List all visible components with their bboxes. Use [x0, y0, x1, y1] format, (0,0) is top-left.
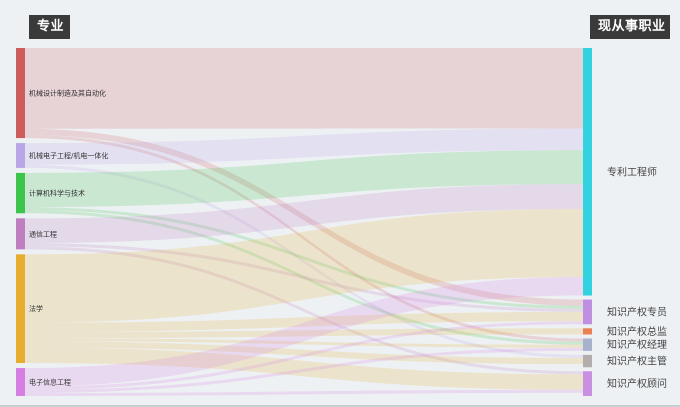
flow-link-s4-t3[interactable]	[25, 338, 583, 348]
target-label-t1: 知识产权专员	[607, 305, 667, 318]
flow-link-s2-t3[interactable]	[25, 210, 583, 345]
target-node-t2[interactable]	[583, 328, 592, 335]
target-node-t3[interactable]	[583, 338, 592, 351]
flow-link-s3-t5[interactable]	[25, 246, 583, 375]
source-node-s1[interactable]	[16, 143, 25, 168]
flow-link-s0-t0[interactable]	[25, 48, 583, 129]
target-node-t0[interactable]	[583, 48, 592, 296]
occupation-header: 现从事职业	[590, 15, 670, 39]
flow-link-s3-t0[interactable]	[25, 184, 583, 244]
target-node-t5[interactable]	[583, 371, 592, 396]
source-label-s4: 法学	[29, 304, 43, 313]
flow-link-s4-t2[interactable]	[25, 328, 583, 339]
nodes-layer	[16, 48, 592, 396]
target-node-t1[interactable]	[583, 299, 592, 325]
flow-link-s0-t1[interactable]	[25, 128, 583, 306]
source-label-s2: 计算机科学与技术	[29, 189, 85, 198]
flow-link-s5-t3[interactable]	[25, 347, 583, 393]
flow-link-s3-t1[interactable]	[25, 243, 583, 312]
links-layer	[25, 48, 583, 396]
source-label-s0: 机械设计制造及其自动化	[29, 89, 106, 98]
source-node-s0[interactable]	[16, 48, 25, 139]
source-label-s1: 机械电子工程/机电一体化	[29, 151, 108, 160]
flow-link-s5-t0[interactable]	[25, 276, 583, 387]
flow-link-s4-t1[interactable]	[25, 311, 583, 332]
flow-link-s2-t1[interactable]	[25, 207, 583, 309]
source-label-s3: 通信工程	[29, 229, 57, 238]
source-node-s3[interactable]	[16, 218, 25, 250]
flow-link-s1-t0[interactable]	[25, 128, 583, 165]
flow-link-s2-t0[interactable]	[25, 150, 583, 208]
target-label-t2: 知识产权总监	[607, 325, 667, 338]
major-header: 专业	[29, 15, 70, 39]
source-node-s2[interactable]	[16, 172, 25, 214]
target-label-t0: 专利工程师	[607, 165, 657, 178]
target-node-t4[interactable]	[583, 354, 592, 368]
flow-link-s0-t3[interactable]	[25, 134, 583, 342]
target-label-t5: 知识产权顾问	[607, 377, 667, 390]
flow-link-s4-t4[interactable]	[25, 341, 583, 365]
flow-link-s5-t5[interactable]	[25, 389, 583, 396]
flow-link-s4-t5[interactable]	[25, 347, 583, 390]
flow-link-s1-t4[interactable]	[25, 164, 583, 358]
flow-link-s5-t1[interactable]	[25, 321, 583, 390]
source-node-s4[interactable]	[16, 254, 25, 364]
source-label-s5: 电子信息工程	[29, 378, 71, 387]
flow-link-s4-t0[interactable]	[25, 208, 583, 323]
labels-layer: 机械设计制造及其自动化机械电子工程/机电一体化计算机科学与技术通信工程法学电子信…	[29, 89, 667, 391]
target-label-t3: 知识产权经理	[607, 338, 667, 351]
source-node-s5[interactable]	[16, 368, 25, 396]
target-label-t4: 知识产权主管	[607, 355, 667, 368]
